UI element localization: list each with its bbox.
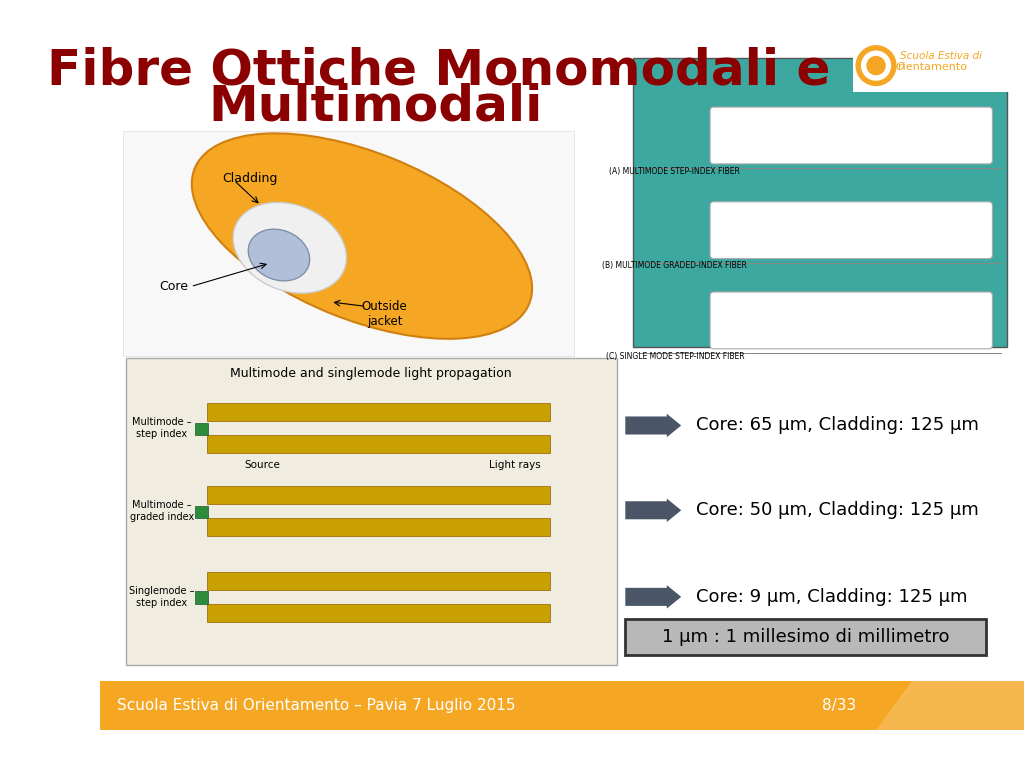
Text: Scuola Estiva di Orientamento – Pavia 7 Luglio 2015: Scuola Estiva di Orientamento – Pavia 7 … [117, 698, 515, 713]
Text: Multimode –
step index: Multimode – step index [132, 417, 191, 439]
Text: Fibre Ottiche Monomodali e: Fibre Ottiche Monomodali e [47, 46, 830, 94]
FancyBboxPatch shape [710, 202, 992, 259]
Bar [207, 403, 550, 421]
Text: Singlemode –
step index: Singlemode – step index [129, 586, 195, 607]
Ellipse shape [248, 229, 309, 281]
Text: Cladding: Cladding [222, 172, 278, 185]
FancyArrow shape [626, 498, 681, 522]
Polygon shape [877, 680, 1024, 730]
Text: rientamento: rientamento [898, 61, 967, 71]
Text: Multimode and singlemode light propagation: Multimode and singlemode light propagati… [230, 366, 512, 379]
Text: Core: 50 μm, Cladding: 125 μm: Core: 50 μm, Cladding: 125 μm [695, 502, 978, 519]
Bar [626, 620, 986, 655]
FancyBboxPatch shape [710, 107, 992, 164]
FancyArrow shape [626, 585, 681, 608]
Bar [637, 168, 1002, 169]
Bar [637, 353, 1002, 354]
Bar [853, 39, 1016, 91]
Circle shape [867, 57, 885, 74]
Text: 1 μm : 1 millesimo di millimetro: 1 μm : 1 millesimo di millimetro [662, 628, 949, 647]
Ellipse shape [191, 134, 532, 339]
Bar [207, 604, 550, 622]
Bar [100, 680, 1024, 730]
Bar [196, 422, 208, 435]
Bar [196, 506, 208, 518]
Text: Multimodali: Multimodali [208, 82, 543, 131]
Bar [207, 435, 550, 453]
Text: Outside
jacket: Outside jacket [361, 300, 408, 328]
Circle shape [861, 51, 891, 80]
Bar [126, 358, 617, 664]
Text: (B) MULTIMODE GRADED-INDEX FIBER: (B) MULTIMODE GRADED-INDEX FIBER [602, 261, 748, 270]
Text: Scuola Estiva di: Scuola Estiva di [900, 51, 982, 61]
Text: Light rays: Light rays [489, 460, 541, 470]
FancyArrow shape [626, 414, 681, 437]
Text: Core: 65 μm, Cladding: 125 μm: Core: 65 μm, Cladding: 125 μm [695, 416, 979, 435]
Text: Core: Core [159, 280, 188, 293]
Text: Source: Source [245, 460, 281, 470]
Text: (C) SINGLE MODE STEP-INDEX FIBER: (C) SINGLE MODE STEP-INDEX FIBER [605, 352, 744, 360]
Text: Core: 9 μm, Cladding: 125 μm: Core: 9 μm, Cladding: 125 μm [695, 588, 967, 606]
Bar [637, 263, 1002, 264]
Bar [196, 591, 208, 604]
Text: O: O [896, 61, 904, 71]
Circle shape [856, 46, 896, 85]
Bar [207, 571, 550, 590]
Text: (A) MULTIMODE STEP-INDEX FIBER: (A) MULTIMODE STEP-INDEX FIBER [609, 167, 740, 176]
Text: Multimode –
graded index: Multimode – graded index [130, 501, 194, 522]
Ellipse shape [233, 203, 346, 293]
FancyBboxPatch shape [710, 292, 992, 349]
Bar [633, 58, 1007, 347]
Bar [207, 518, 550, 536]
Bar [207, 486, 550, 504]
Bar [123, 131, 573, 356]
Text: 8/33: 8/33 [822, 698, 856, 713]
